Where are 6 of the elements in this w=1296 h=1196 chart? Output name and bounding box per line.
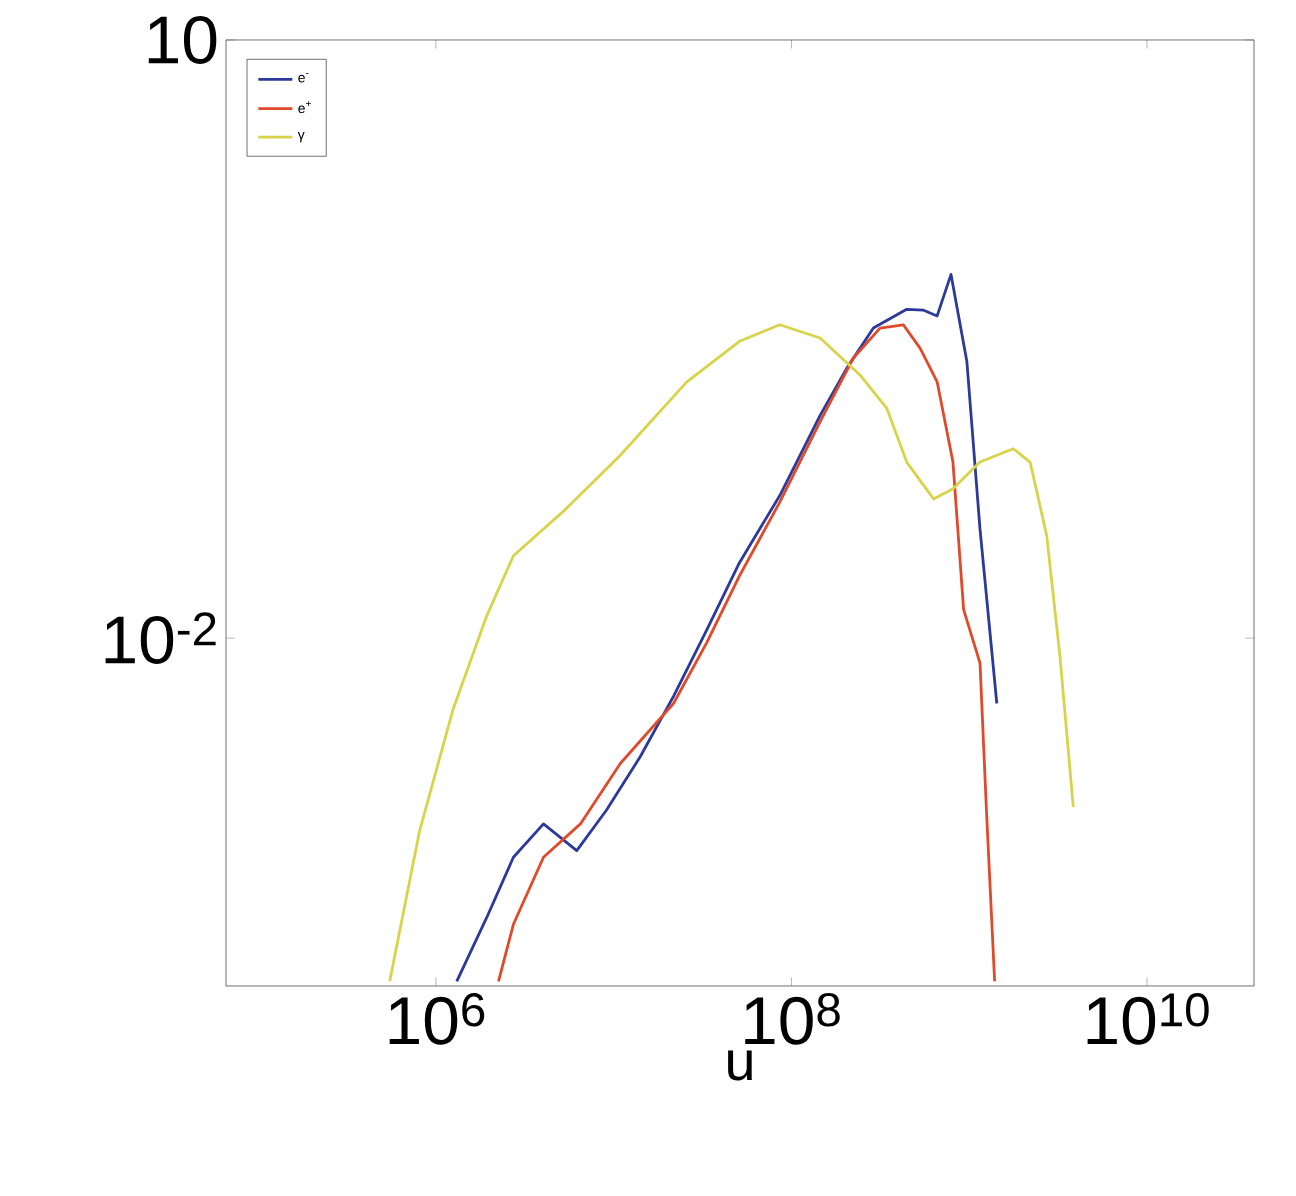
y-tick-label: 10$^{-2}$	[105, 612, 216, 664]
x-tick-label: 10$^{10}$	[1087, 993, 1209, 1045]
x-axis-title: u	[728, 1050, 752, 1081]
x-tick-label: 10$^{8}$	[745, 993, 840, 1045]
y-tick-label: 10	[148, 15, 217, 64]
x-tick-label: 10$^{6}$	[389, 993, 485, 1045]
